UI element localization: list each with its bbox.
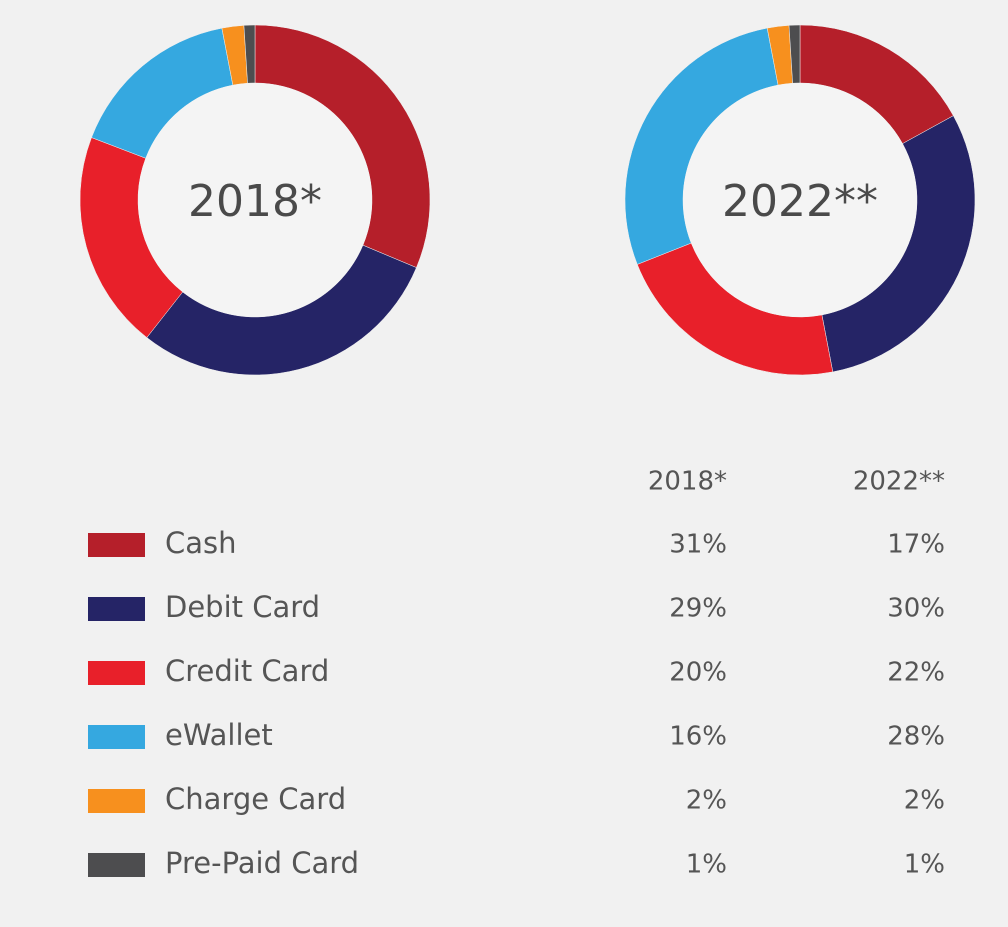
legend-label: Cash (165, 526, 237, 560)
legend-swatch (88, 789, 145, 813)
value-label: 2% (686, 786, 727, 816)
donut-hole (138, 83, 372, 317)
value-label: 2% (904, 786, 945, 816)
legend-label: Charge Card (165, 782, 346, 816)
value-label: 30% (887, 594, 945, 624)
value-label: 31% (669, 530, 727, 560)
value-label: 1% (686, 850, 727, 880)
legend-swatch (88, 725, 145, 749)
value-label: 1% (904, 850, 945, 880)
value-label: 22% (887, 658, 945, 688)
donut-hole (683, 83, 917, 317)
value-label: 16% (669, 722, 727, 752)
value-label: 28% (887, 722, 945, 752)
value-label: 29% (669, 594, 727, 624)
legend-swatch (88, 853, 145, 877)
legend-swatch (88, 533, 145, 557)
column-header: 2018* (648, 467, 727, 497)
donut-center-label: 2022** (722, 176, 878, 227)
column-header: 2022** (853, 467, 945, 497)
donut-center-label: 2018* (188, 176, 322, 227)
legend-swatch (88, 661, 145, 685)
legend-label: eWallet (165, 718, 273, 752)
legend-swatch (88, 597, 145, 621)
value-label: 17% (887, 530, 945, 560)
legend-label: Debit Card (165, 590, 320, 624)
value-label: 20% (669, 658, 727, 688)
legend-label: Pre-Paid Card (165, 846, 359, 880)
legend-label: Credit Card (165, 654, 329, 688)
